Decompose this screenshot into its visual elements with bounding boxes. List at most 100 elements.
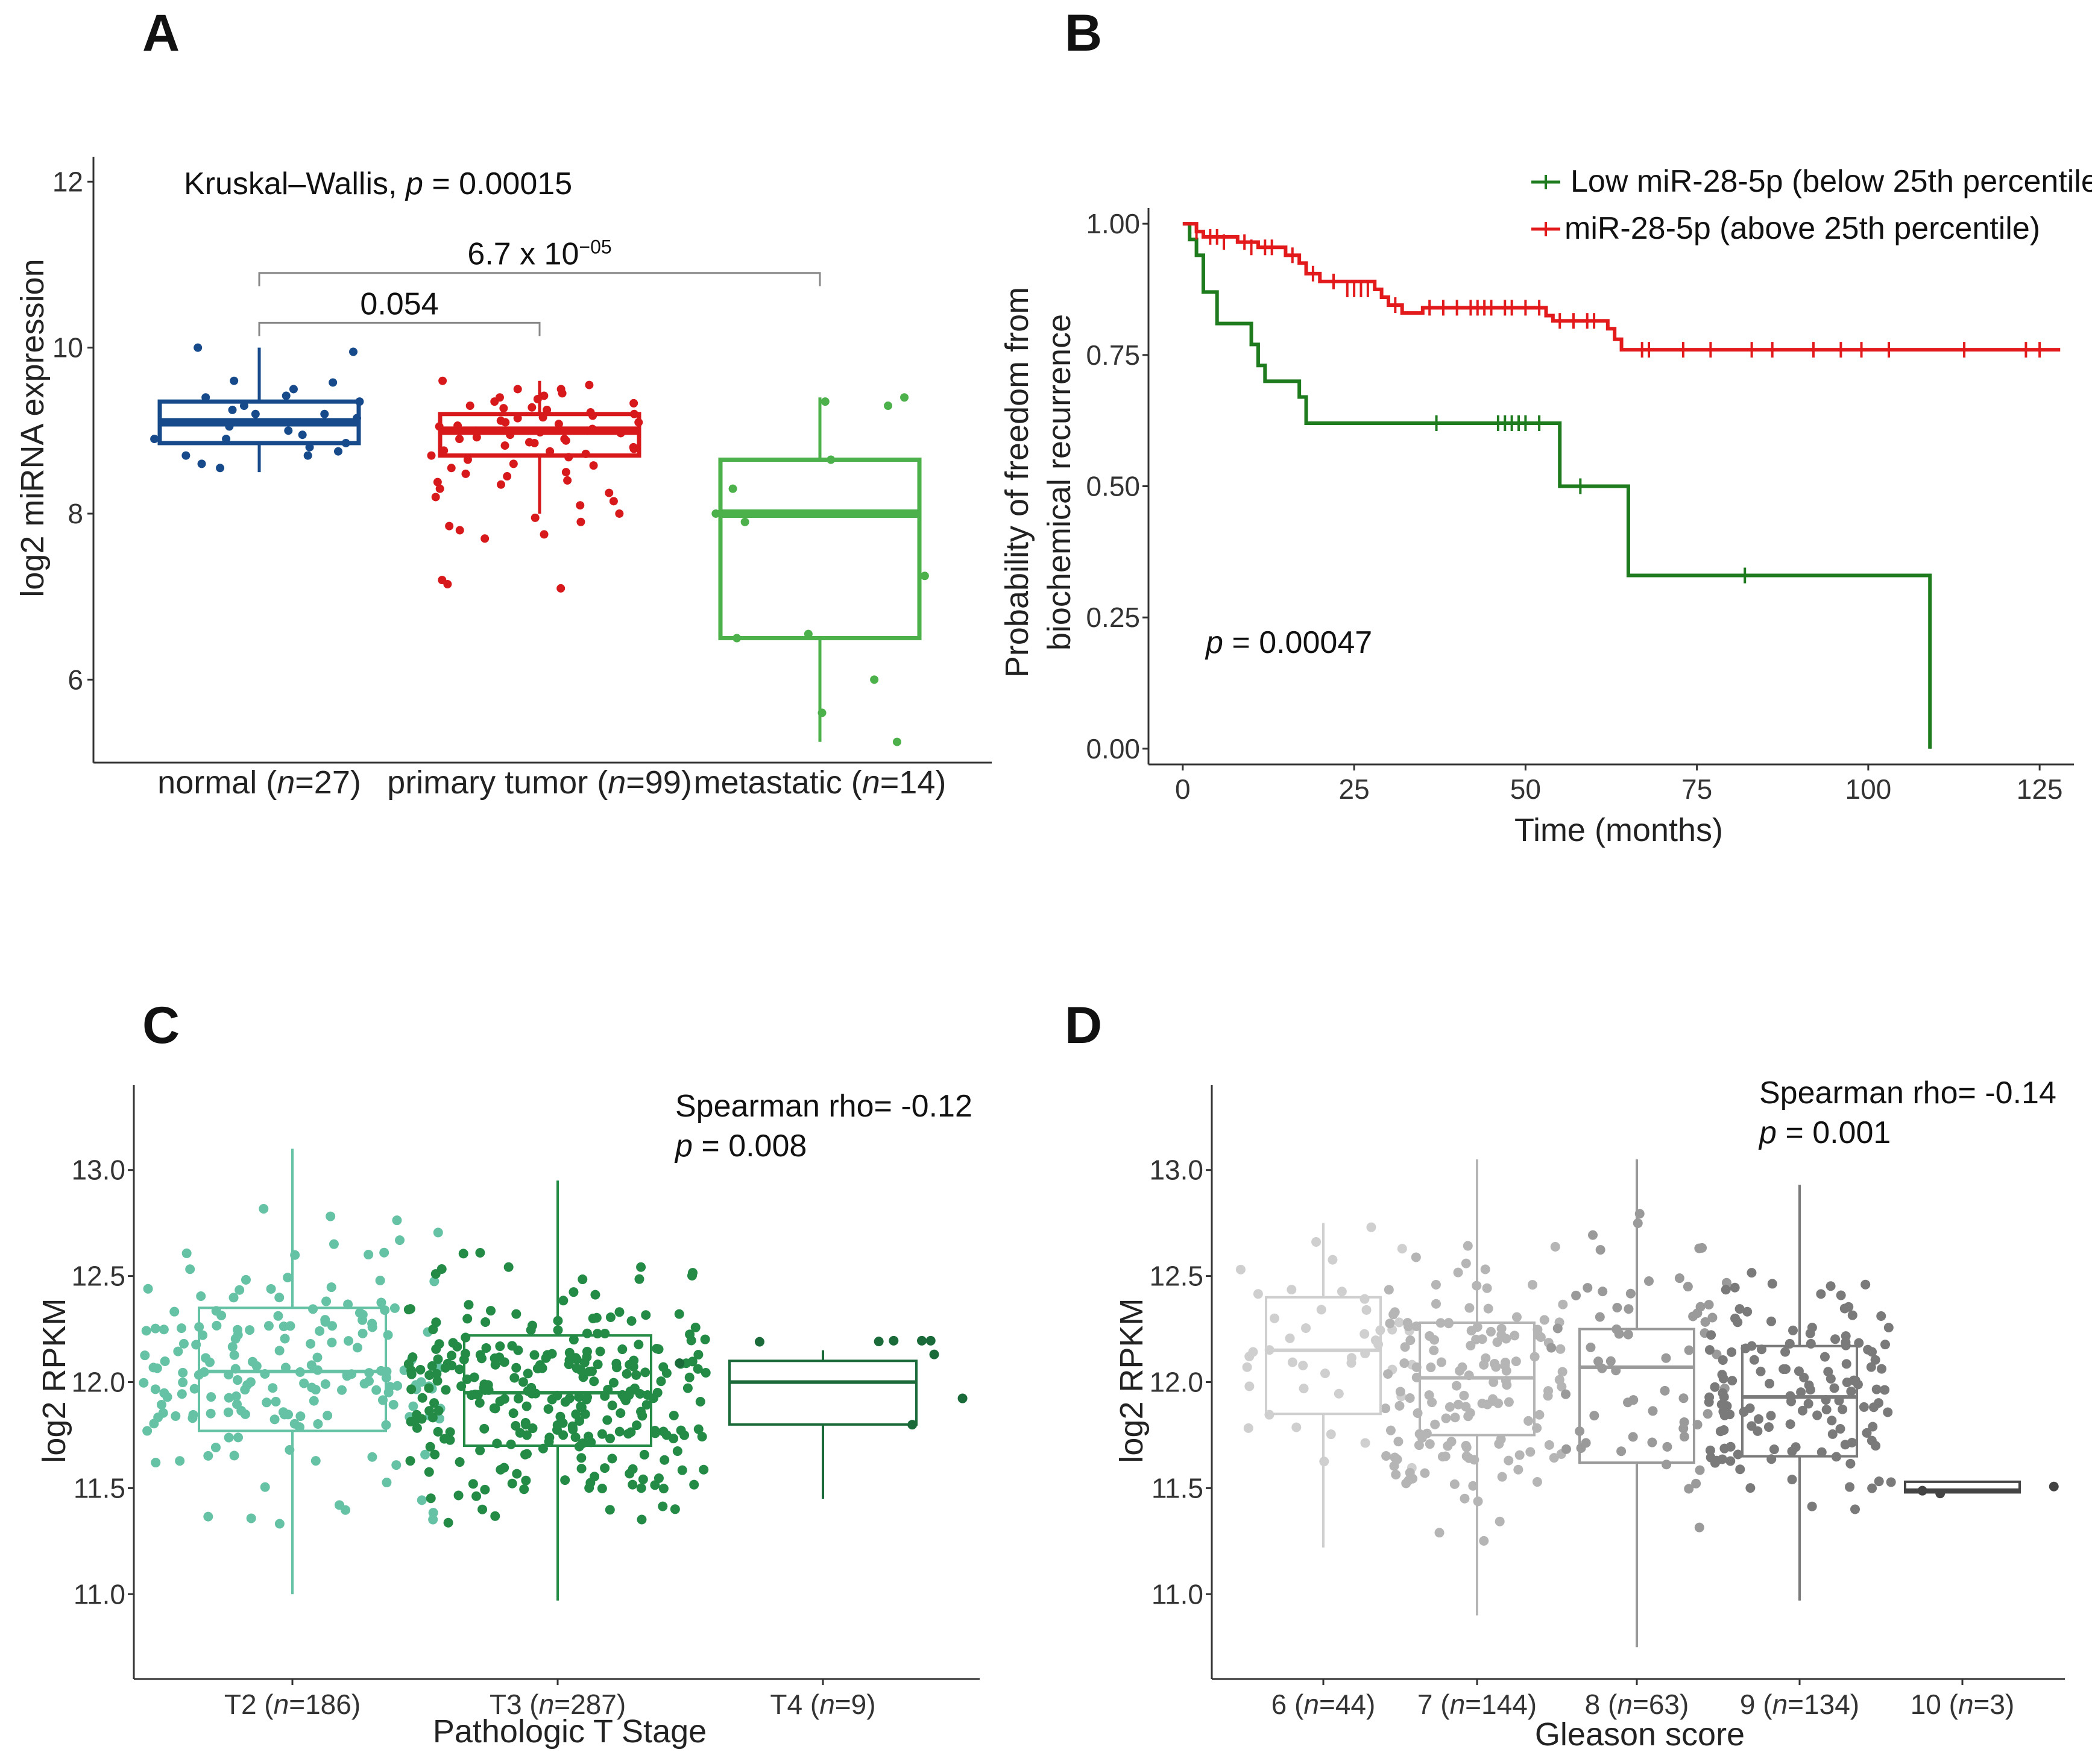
c-data-point <box>658 1484 669 1494</box>
d-data-point <box>1883 1407 1893 1417</box>
c-data-point <box>475 1248 485 1258</box>
d-data-point <box>1385 1425 1396 1435</box>
d-data-point <box>1511 1356 1521 1367</box>
c-data-point <box>425 1441 435 1452</box>
a-data-point <box>480 534 490 543</box>
d-data-point <box>1405 1335 1416 1346</box>
a-data-point <box>576 517 585 526</box>
a-data-point <box>427 451 436 460</box>
d-data-point <box>1648 1406 1658 1416</box>
b-legend-label-low: Low miR-28-5p (below 25th percentile) <box>1571 164 2092 199</box>
a-data-point <box>461 469 470 478</box>
d-data-point <box>1816 1289 1826 1299</box>
d-data-point <box>1393 1437 1404 1447</box>
c-data-point <box>602 1415 613 1425</box>
c-data-point <box>469 1372 479 1382</box>
d-data-point <box>1616 1446 1627 1457</box>
c-data-point <box>233 1330 243 1340</box>
c-data-point <box>295 1411 306 1422</box>
d-data-point <box>1867 1435 1877 1446</box>
d-data-point <box>1513 1464 1523 1475</box>
d-data-point <box>1413 1408 1423 1419</box>
a-data-point <box>609 497 618 506</box>
d-data-point <box>1486 1326 1496 1337</box>
d-data-point <box>1451 1381 1461 1391</box>
a-data-point <box>447 464 456 473</box>
a-data-point <box>282 391 291 400</box>
a-data-point <box>496 480 505 489</box>
d-data-point <box>1450 1413 1460 1423</box>
c-data-point <box>367 1452 377 1462</box>
d-x-tick-label: 10 (n=3) <box>1911 1689 2015 1720</box>
a-y-axis-title: log2 miRNA expression <box>14 259 51 597</box>
d-data-point <box>1886 1477 1896 1487</box>
c-data-point <box>143 1284 153 1294</box>
d-data-point <box>1397 1244 1407 1254</box>
d-x-tick-label: 8 (n=63) <box>1585 1689 1689 1720</box>
d-data-point <box>1624 1304 1634 1314</box>
d-data-point <box>1466 1340 1476 1350</box>
b-x-tick-label: 50 <box>1510 773 1541 805</box>
d-data-point <box>1445 1402 1455 1412</box>
c-data-point <box>320 1379 330 1389</box>
c-data-point <box>232 1375 242 1385</box>
c-data-point <box>513 1393 523 1403</box>
c-data-point <box>543 1404 553 1414</box>
c-data-point <box>285 1321 295 1331</box>
c-data-point <box>428 1325 438 1335</box>
c-data-point <box>337 1385 347 1395</box>
d-data-point <box>1683 1282 1693 1292</box>
a-data-point <box>251 409 260 418</box>
c-data-point <box>245 1377 256 1387</box>
c-data-point <box>480 1484 490 1495</box>
d-data-point <box>1299 1384 1309 1394</box>
d-y-tick-label: 12.5 <box>1149 1261 1203 1292</box>
d-data-point <box>1605 1356 1616 1366</box>
d-data-point <box>1461 1258 1471 1268</box>
d-data-point <box>1767 1279 1777 1289</box>
a-data-point <box>900 393 909 402</box>
c-data-point <box>266 1284 276 1294</box>
c-data-point <box>486 1306 496 1316</box>
c-data-point <box>228 1293 239 1303</box>
c-data-point <box>584 1431 594 1441</box>
d-data-point <box>1883 1323 1894 1333</box>
a-data-point <box>540 530 549 539</box>
a-data-point <box>560 435 569 444</box>
d-data-point <box>1734 1304 1745 1314</box>
c-data-point <box>544 1437 554 1447</box>
c-data-point <box>274 1519 285 1529</box>
d-data-point <box>1497 1472 1507 1482</box>
d-data-point <box>1845 1482 1855 1492</box>
c-data-point <box>511 1421 521 1431</box>
d-data-point <box>1425 1331 1435 1341</box>
c-data-point <box>160 1356 170 1366</box>
c-x-axis-title: Pathologic T Stage <box>433 1713 707 1750</box>
d-data-point <box>1495 1516 1505 1526</box>
d-data-point <box>1807 1322 1817 1332</box>
d-data-point <box>1598 1287 1608 1297</box>
c-data-point <box>173 1346 183 1356</box>
c-data-point <box>327 1337 337 1347</box>
d-data-point <box>1502 1380 1512 1390</box>
c-data-point <box>151 1458 161 1468</box>
d-data-point <box>1868 1402 1879 1413</box>
d-data-point <box>1679 1432 1689 1442</box>
c-data-point <box>634 1274 644 1284</box>
c-data-point <box>455 1457 465 1467</box>
a-x-tick-label: primary tumor (n=99) <box>387 764 692 801</box>
c-data-point <box>688 1268 698 1278</box>
a-data-point <box>500 441 509 450</box>
d-data-point <box>1691 1478 1701 1488</box>
c-data-point <box>676 1425 686 1435</box>
d-data-point <box>1589 1411 1599 1421</box>
c-y-tick-label: 12.0 <box>71 1367 125 1398</box>
c-data-point <box>699 1464 709 1475</box>
d-data-point <box>1870 1355 1880 1365</box>
c-data-point <box>628 1464 638 1474</box>
d-data-point <box>1625 1288 1636 1299</box>
c-data-point <box>560 1475 570 1485</box>
c-data-point <box>595 1346 605 1356</box>
c-data-point <box>236 1405 247 1416</box>
d-data-point <box>1841 1359 1851 1369</box>
